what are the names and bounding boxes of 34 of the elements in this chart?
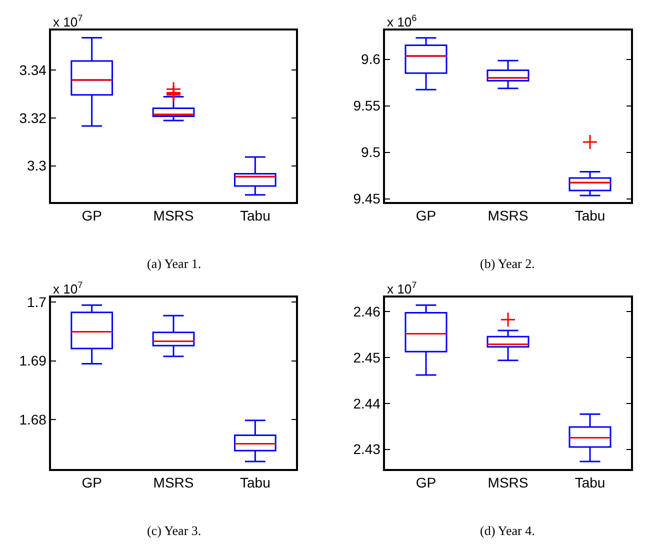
y-tick-label: 9.55 [353,98,381,114]
y-tick-label: 1.68 [19,411,47,428]
x-tick-label: GP [82,208,102,224]
y-tick-label: 3.34 [19,62,47,78]
y-tick-label: 3.3 [26,158,47,174]
y-tick-label: 9.45 [353,190,381,207]
x-tick-label: GP [416,208,436,224]
y-tick-label: 2.45 [353,349,381,366]
x-tick-label: GP [82,474,102,491]
text: x 10$^{7}$ [53,280,83,296]
y-tick-label: 9.6 [360,51,381,68]
text: x 10$^{7}$ [387,280,417,296]
x-tick-label: Tabu [574,208,606,224]
text: (b) Year 2. [480,256,535,271]
x-tick-label: MSRS [153,474,194,491]
text: (a) Year 1. [147,256,202,271]
y-tick-label: 2.44 [353,395,381,412]
y-tick-label: 2.46 [353,304,381,320]
y-tick-label: 2.43 [353,441,381,458]
x-tick-label: MSRS [488,474,528,491]
x-tick-label: GP [416,474,436,491]
text: x 10$^{6}$ [387,13,417,30]
text: x 10$^{7}$ [53,13,83,30]
text: (d) Year 4. [480,523,535,538]
text: (c) Year 3. [147,523,202,538]
y-tick-label: 9.5 [360,144,381,160]
x-tick-label: Tabu [240,474,270,491]
x-tick-label: Tabu [240,208,270,224]
x-tick-label: Tabu [574,474,606,491]
y-tick-label: 1.7 [26,294,47,310]
y-tick-label: 1.69 [19,352,47,369]
x-tick-label: MSRS [488,208,528,224]
x-tick-label: MSRS [153,208,194,224]
y-tick-label: 3.32 [19,110,47,126]
